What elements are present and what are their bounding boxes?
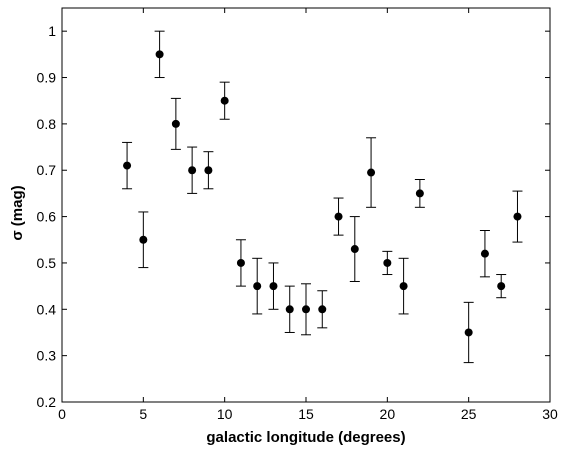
data-point (285, 305, 294, 314)
x-tick-label: 20 (380, 406, 396, 422)
data-point (318, 305, 327, 314)
x-tick-label: 15 (298, 406, 314, 422)
data-point (155, 50, 164, 59)
data-point (334, 212, 343, 221)
data-point (350, 245, 359, 254)
data-point (269, 282, 278, 291)
y-tick-label: 0.7 (37, 162, 57, 178)
y-tick-label: 0.4 (37, 301, 57, 317)
y-tick-label: 0.6 (37, 209, 57, 225)
axis-ticks: 0 5 10 15 20 25 30 0.2 0.3 0.4 0.5 0.6 0.7 0.8 0.9 1 (37, 8, 558, 422)
data-point (302, 305, 310, 314)
y-tick-label: 0.8 (37, 116, 57, 132)
x-tick-label: 30 (542, 406, 558, 422)
data-point (236, 258, 245, 267)
y-tick-label: 1 (48, 23, 56, 39)
data-point (204, 166, 213, 175)
x-tick-label: 25 (461, 406, 477, 422)
data-point (497, 282, 506, 291)
y-tick-label: 0.2 (37, 394, 57, 410)
data-point (415, 189, 424, 198)
data-point (464, 328, 473, 337)
data-point (513, 212, 522, 221)
x-axis-label: galactic longitude (degrees) (206, 429, 405, 446)
data-point (188, 166, 197, 175)
x-tick-label: 5 (139, 406, 147, 422)
y-tick-label: 0.9 (37, 70, 57, 86)
data-marks (122, 30, 523, 364)
data-point (139, 235, 148, 244)
data-point (399, 282, 408, 291)
data-point (480, 249, 489, 258)
y-tick-label: 0.3 (37, 348, 57, 364)
y-tick-label: 0.5 (37, 255, 57, 271)
data-point (367, 168, 376, 177)
data-point (253, 282, 262, 291)
data-point (123, 161, 132, 170)
data-point (220, 96, 229, 105)
y-axis-label: σ (mag) (9, 185, 26, 240)
x-tick-label: 10 (217, 406, 233, 422)
x-tick-label: 0 (58, 406, 66, 422)
data-point (383, 258, 392, 267)
data-point (171, 119, 180, 128)
